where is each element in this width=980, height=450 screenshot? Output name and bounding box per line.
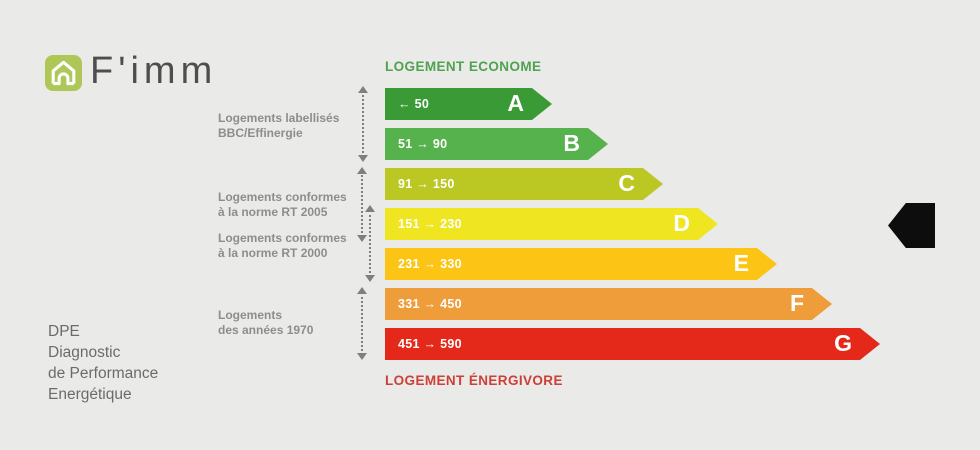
bar-grade-letter: G (834, 329, 852, 356)
energy-bar-e: 231 → 330 E (385, 248, 777, 280)
bar-grade-letter: F (789, 289, 804, 316)
dpe-caption: DPE Diagnostic de Performance Energétiqu… (48, 321, 158, 405)
home-icon (45, 55, 82, 91)
dpe-caption-line: DPE (48, 323, 80, 340)
dpe-caption-line: Diagnostic (48, 344, 121, 361)
energy-bar-a: ← 50 A (385, 88, 552, 120)
dpe-caption-line: de Performance (48, 365, 159, 382)
bar-grade-letter: B (563, 129, 580, 156)
dpe-caption-line: Energétique (48, 386, 132, 403)
home-icon-glyph (51, 60, 76, 86)
annotation-annees-1970: Logements des années 1970 (218, 308, 314, 337)
annotation-bbc-effinergie: Logements labellisés BBC/Effinergie (218, 111, 340, 140)
energy-bar-f: 331 → 450 F (385, 288, 832, 320)
energy-bar-d: 151 → 230 D (385, 208, 718, 240)
bar-range-label: ← 50 (398, 97, 430, 111)
chart-title-econome: LOGEMENT ECONOME (385, 59, 542, 74)
annotation-rt-2005: Logements conformes à la norme RT 2005 (218, 190, 347, 219)
energy-bar-g: 451 → 590 G (385, 328, 880, 360)
range-arrow-1970-icon (357, 287, 367, 360)
bar-range-label: 231 → 330 (398, 257, 462, 271)
bar-range-label: 91 → 150 (398, 177, 455, 191)
bar-range-label: 51 → 90 (398, 137, 448, 151)
bar-grade-letter: C (618, 169, 635, 196)
bar-range-label: 151 → 230 (398, 217, 462, 231)
chart-title-energivore: LOGEMENT ÉNERGIVORE (385, 373, 563, 388)
annotation-rt-2000: Logements conformes à la norme RT 2000 (218, 231, 347, 260)
energy-bar-c: 91 → 150 C (385, 168, 663, 200)
range-arrow-rt2000-icon (365, 205, 375, 282)
bar-grade-letter: E (733, 249, 749, 276)
left-arrow-pointer-icon (888, 203, 935, 248)
range-arrow-bbc-icon (358, 86, 368, 162)
bar-grade-letter: D (673, 209, 690, 236)
energy-bar-b: 51 → 90 B (385, 128, 608, 160)
brand-name: F'imm (90, 50, 218, 92)
bar-range-label: 331 → 450 (398, 297, 462, 311)
bar-grade-letter: A (507, 89, 524, 116)
range-arrow-rt2005-icon (357, 167, 367, 242)
bar-range-label: 451 → 590 (398, 337, 462, 351)
